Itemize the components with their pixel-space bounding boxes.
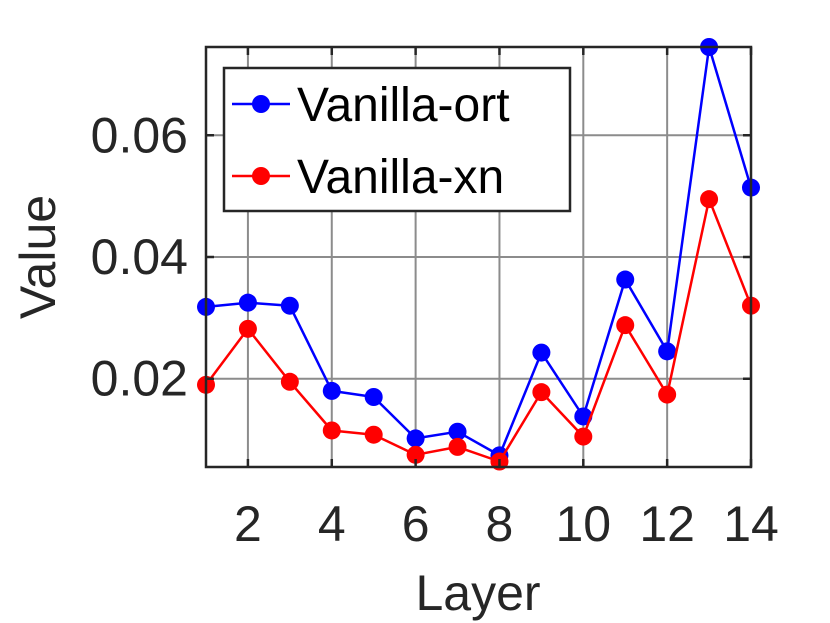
y-tick-label: 0.04 <box>91 229 188 285</box>
series-line-vanilla-ort <box>205 45 753 457</box>
data-point-vanilla-ort <box>364 388 383 406</box>
legend-box <box>222 66 572 213</box>
x-tick-label: 14 <box>723 496 779 552</box>
legend-marker-vanilla-ort <box>252 95 270 113</box>
data-point-vanilla-ort <box>532 343 551 362</box>
data-point-vanilla-xn <box>700 190 719 209</box>
x-tick-label: 4 <box>318 496 346 552</box>
legend-label-vanilla-ort: Vanilla-ort <box>297 79 510 132</box>
legend-entry-vanilla-ort: Vanilla-ort <box>232 79 510 132</box>
x-tick-label: 10 <box>555 496 611 552</box>
legend-label-vanilla-xn: Vanilla-xn <box>297 151 504 204</box>
x-tick-label: 6 <box>402 496 430 552</box>
data-point-vanilla-xn <box>322 421 341 440</box>
y-axis-title: Value <box>10 195 66 319</box>
legend: Vanilla-ort Vanilla-xn <box>222 66 572 213</box>
data-point-vanilla-ort <box>280 296 299 315</box>
data-point-vanilla-ort <box>238 293 257 312</box>
data-point-vanilla-xn <box>364 425 383 444</box>
data-point-vanilla-ort <box>322 381 341 400</box>
data-point-vanilla-xn <box>574 427 593 446</box>
x-tick-label: 12 <box>639 496 695 552</box>
y-tick-label: 0.06 <box>91 107 188 163</box>
data-point-vanilla-xn <box>658 385 677 404</box>
y-tick-label: 0.02 <box>91 351 188 407</box>
data-point-vanilla-xn <box>280 372 299 391</box>
legend-entries: Vanilla-ort Vanilla-xn <box>232 79 510 204</box>
data-point-vanilla-ort <box>658 342 677 361</box>
data-point-vanilla-ort <box>448 422 467 441</box>
data-point-vanilla-ort <box>406 429 425 448</box>
data-point-vanilla-ort <box>616 270 635 289</box>
series-line-vanilla-xn <box>204 197 753 463</box>
data-point-vanilla-ort <box>574 407 593 426</box>
legend-entry-vanilla-xn: Vanilla-xn <box>232 151 504 204</box>
data-point-vanilla-xn <box>616 316 635 335</box>
legend-marker-vanilla-xn <box>252 167 270 185</box>
x-tick-label: 2 <box>234 496 262 552</box>
series-vanilla-ort <box>197 38 760 465</box>
data-point-vanilla-xn <box>532 383 551 402</box>
tick-labels: 2 4 6 8 10 12 14 0.02 0.04 0.06 <box>91 107 779 552</box>
x-tick-label: 8 <box>486 496 514 552</box>
x-axis-title: Layer <box>415 565 540 621</box>
data-point-vanilla-xn <box>238 319 257 338</box>
data-point-vanilla-xn <box>406 445 425 464</box>
data-point-vanilla-xn <box>448 437 467 456</box>
axis-ticks <box>206 47 753 467</box>
